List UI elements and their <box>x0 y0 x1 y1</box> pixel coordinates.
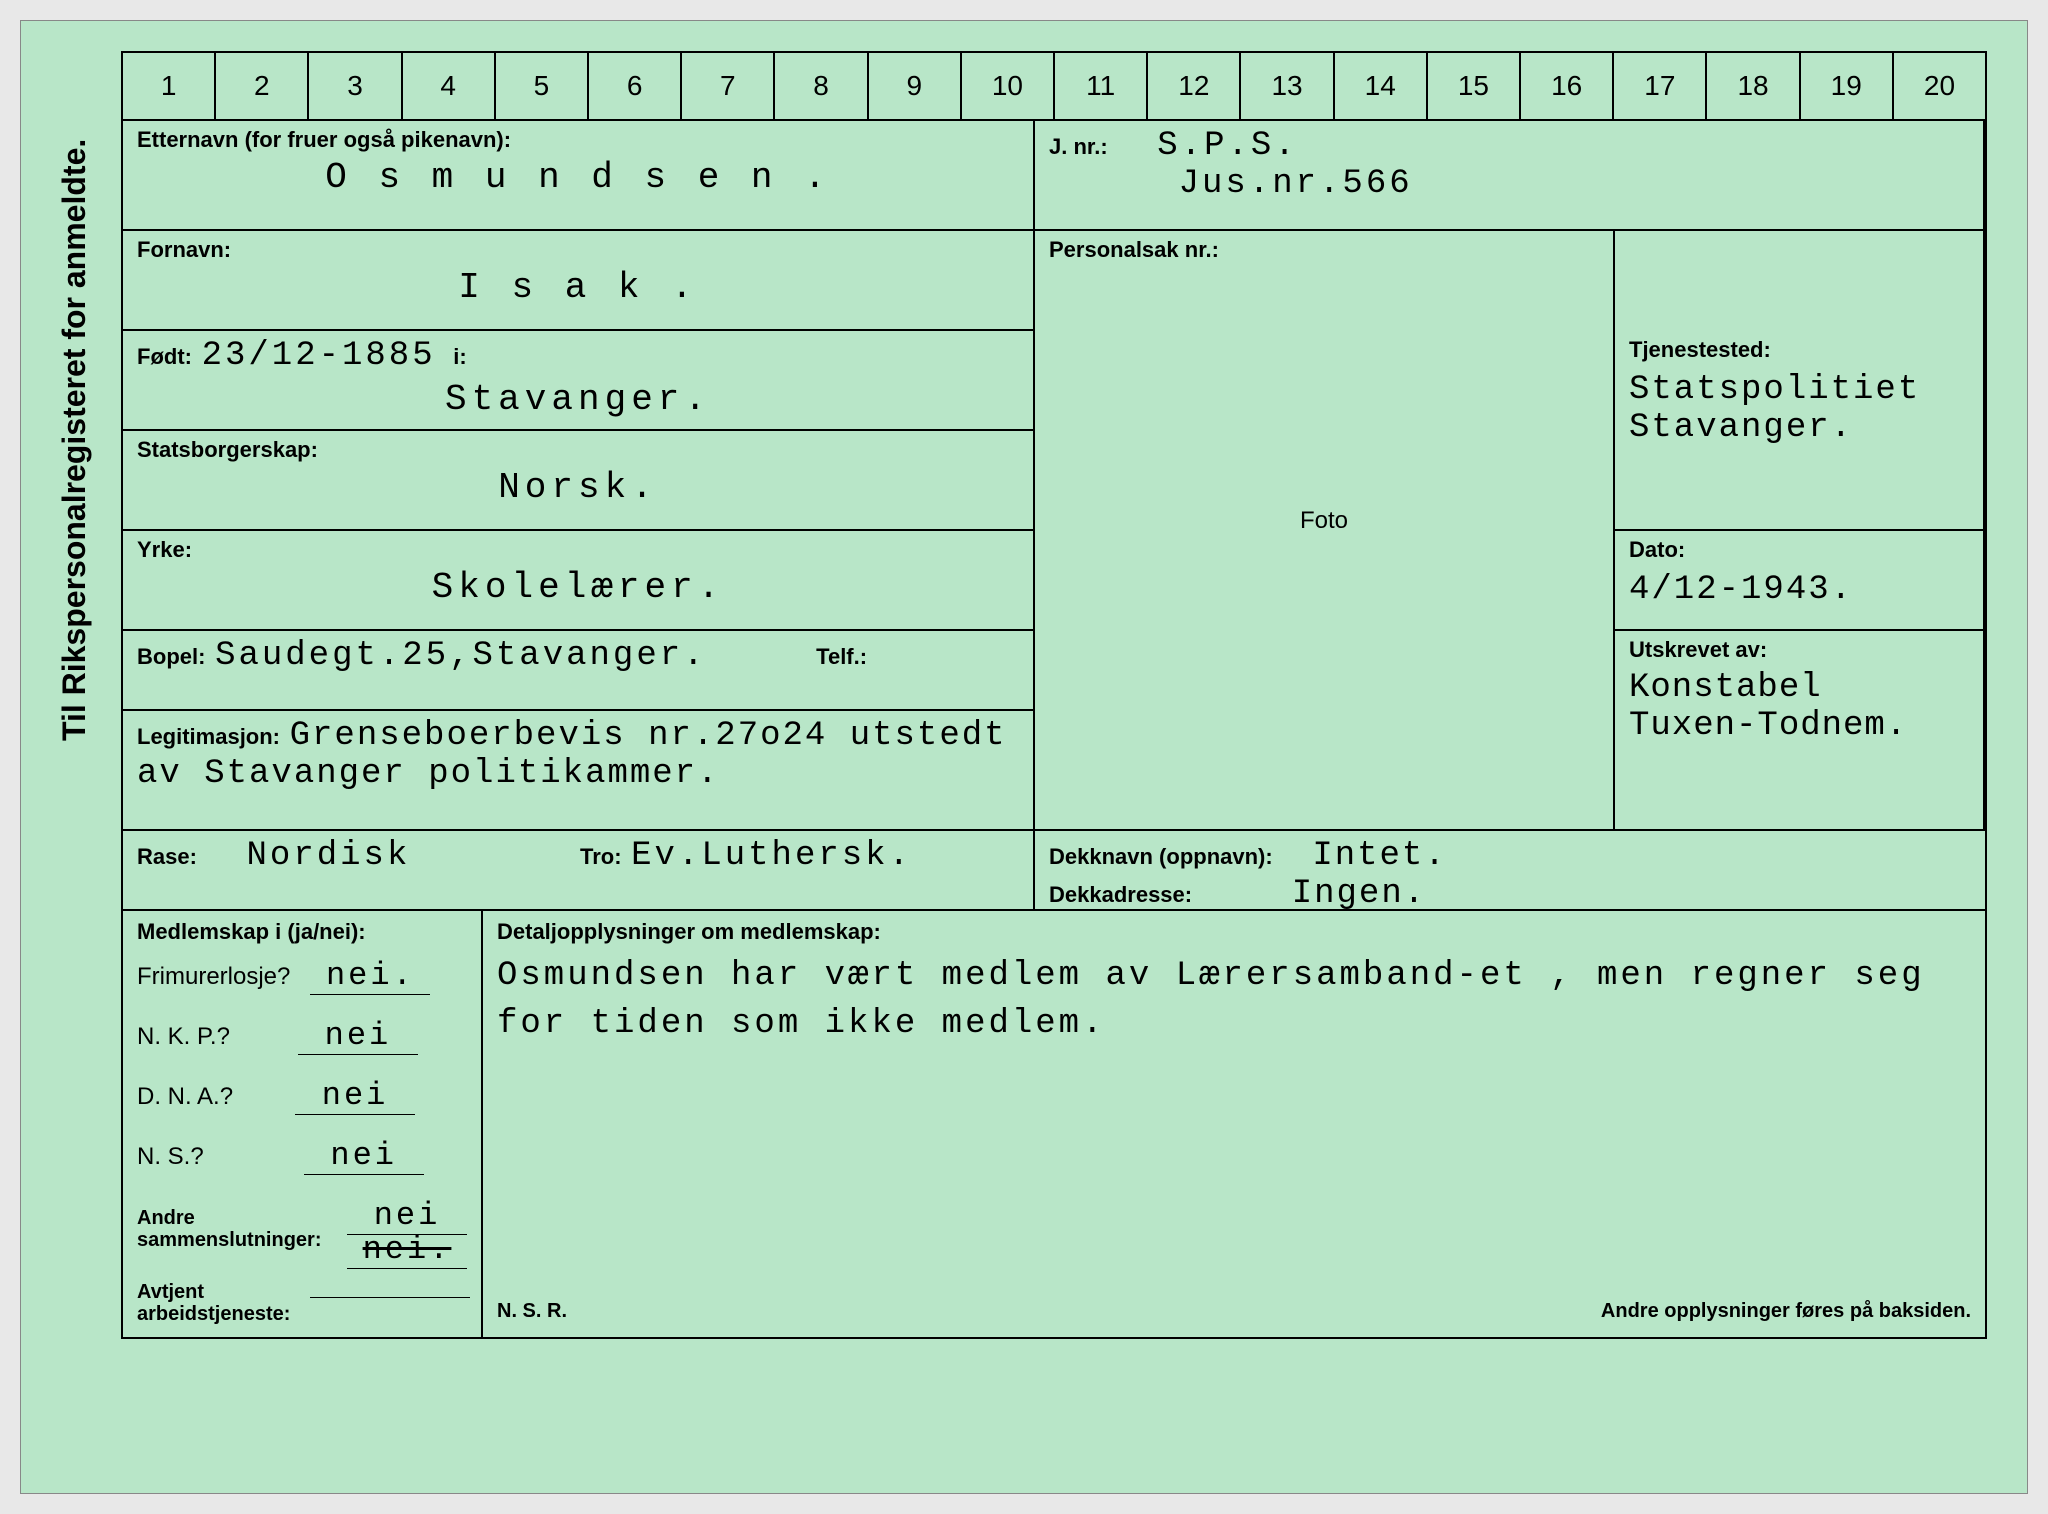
field-jnr: J. nr.: S.P.S. Jus.nr.566 <box>1035 121 1985 231</box>
ruler-cell: 13 <box>1241 53 1334 119</box>
field-yrke: Yrke: Skolelærer. <box>123 531 1035 631</box>
field-fodt: Født: 23/12-1885 i: Stavanger. <box>123 331 1035 431</box>
value-fodt-sted: Stavanger. <box>137 379 1019 420</box>
value-rase: Nordisk <box>247 837 411 875</box>
ruler-cell: 10 <box>962 53 1055 119</box>
value-dekkadresse: Ingen. <box>1292 875 1426 913</box>
label-personalsak: Personalsak nr.: <box>1049 237 1599 263</box>
label-yrke: Yrke: <box>137 537 1019 563</box>
label-fornavn: Fornavn: <box>137 237 1019 263</box>
value-fornavn: I s a k . <box>137 267 1019 308</box>
value-utskrevet: Konstabel Tuxen-Todnem. <box>1629 669 1969 745</box>
label-foto: Foto <box>1049 337 1599 535</box>
value-nkp: nei <box>298 1017 418 1055</box>
ruler-cell: 20 <box>1894 53 1985 119</box>
label-tro: Tro: <box>580 844 622 869</box>
field-rase-tro: Rase: Nordisk Tro: Ev.Luthersk. <box>123 831 1035 911</box>
registry-card: Til Rikspersonalregisteret for anmeldte.… <box>20 20 2028 1494</box>
label-nsr: N. S. R. <box>497 1300 567 1323</box>
label-frimurer: Frimurerlosje? <box>137 963 290 991</box>
label-medlemskap-header: Medlemskap i (ja/nei): <box>137 919 467 945</box>
ruler-cell: 7 <box>682 53 775 119</box>
value-ns: nei <box>304 1137 424 1175</box>
value-andre-samm: nei <box>347 1197 467 1235</box>
ruler-cell: 12 <box>1148 53 1241 119</box>
value-dato: 4/12-1943. <box>1629 571 1969 609</box>
label-legitimasjon: Legitimasjon: <box>137 724 280 749</box>
side-title: Til Rikspersonalregisteret for anmeldte. <box>56 139 93 741</box>
blank-top-right <box>1615 231 1985 331</box>
label-utskrevet: Utskrevet av: <box>1629 637 1969 663</box>
ruler-cell: 17 <box>1614 53 1707 119</box>
label-ns: N. S.? <box>137 1143 204 1171</box>
membership-left: Medlemskap i (ja/nei): Frimurerlosje? ne… <box>123 911 483 1337</box>
value-frimurer: nei. <box>310 957 430 995</box>
field-legitimasjon: Legitimasjon: Grenseboerbevis nr.27o24 u… <box>123 711 1035 831</box>
field-statsborgerskap: Statsborgerskap: Norsk. <box>123 431 1035 531</box>
ruler-cell: 14 <box>1335 53 1428 119</box>
label-jnr: J. nr.: <box>1049 134 1108 159</box>
label-avtjent: Avtjent arbeidstjeneste: <box>137 1281 290 1325</box>
value-andre-samm-struck: nei. <box>347 1231 467 1269</box>
value-fodt-dato: 23/12-1885 <box>202 337 436 375</box>
label-telf: Telf.: <box>816 644 867 669</box>
value-jnr-1: S.P.S. <box>1157 127 1297 165</box>
label-fodt-i: i: <box>453 344 466 369</box>
field-foto: Foto <box>1035 331 1615 831</box>
label-dekknavn: Dekknavn (oppnavn): <box>1049 844 1273 869</box>
ruler-cell: 5 <box>496 53 589 119</box>
ruler-cell: 4 <box>403 53 496 119</box>
ruler-cell: 2 <box>216 53 309 119</box>
value-yrke: Skolelærer. <box>137 567 1019 608</box>
value-tro: Ev.Luthersk. <box>631 837 912 875</box>
value-dna: nei <box>295 1077 415 1115</box>
field-utskrevet: Utskrevet av: Konstabel Tuxen-Todnem. <box>1615 631 1985 831</box>
label-andre-samm: Andre sammenslutninger: <box>137 1207 327 1251</box>
form-grid: Etternavn (for fruer også pikenavn): O s… <box>121 121 1987 911</box>
value-etternavn: O s m u n d s e n . <box>137 157 1019 198</box>
membership-right: Detaljopplysninger om medlemskap: Osmund… <box>483 911 1985 1337</box>
field-dekknavn: Dekknavn (oppnavn): Intet. Dekkadresse: … <box>1035 831 1985 911</box>
label-andre-opp: Andre opplysninger føres på baksiden. <box>1601 1300 1971 1323</box>
field-etternavn: Etternavn (for fruer også pikenavn): O s… <box>123 121 1035 231</box>
ruler-cell: 1 <box>123 53 216 119</box>
label-etternavn: Etternavn (for fruer også pikenavn): <box>137 127 1019 153</box>
ruler-cell: 6 <box>589 53 682 119</box>
label-dna: D. N. A.? <box>137 1083 233 1111</box>
label-nkp: N. K. P.? <box>137 1023 230 1051</box>
membership-section: Medlemskap i (ja/nei): Frimurerlosje? ne… <box>121 911 1987 1339</box>
value-jnr-2: Jus.nr.566 <box>1179 165 1413 203</box>
label-dekkadresse: Dekkadresse: <box>1049 882 1192 907</box>
label-detalj-header: Detaljopplysninger om medlemskap: <box>497 919 1971 945</box>
field-bopel: Bopel: Saudegt.25,Stavanger. Telf.: <box>123 631 1035 711</box>
ruler-cell: 15 <box>1428 53 1521 119</box>
ruler-cell: 3 <box>309 53 402 119</box>
ruler-cell: 8 <box>775 53 868 119</box>
label-bopel: Bopel: <box>137 644 205 669</box>
label-rase: Rase: <box>137 844 197 869</box>
value-tjenestested: Statspolitiet Stavanger. <box>1629 371 1969 447</box>
label-fodt: Født: <box>137 344 192 369</box>
field-dato: Dato: 4/12-1943. <box>1615 531 1985 631</box>
ruler-cell: 19 <box>1801 53 1894 119</box>
label-tjenestested: Tjenestested: <box>1629 337 1969 363</box>
ruler-row: 1 2 3 4 5 6 7 8 9 10 11 12 13 14 15 16 1… <box>121 51 1987 121</box>
value-bopel: Saudegt.25,Stavanger. <box>215 637 706 675</box>
field-personalsak: Personalsak nr.: <box>1035 231 1615 331</box>
ruler-cell: 16 <box>1521 53 1614 119</box>
ruler-cell: 18 <box>1707 53 1800 119</box>
value-dekknavn: Intet. <box>1312 837 1446 875</box>
label-dato: Dato: <box>1629 537 1969 563</box>
ruler-cell: 9 <box>869 53 962 119</box>
value-avtjent <box>310 1297 470 1298</box>
field-fornavn: Fornavn: I s a k . <box>123 231 1035 331</box>
value-detalj-text: Osmundsen har vært medlem av Lærersamban… <box>497 953 1971 1048</box>
ruler-cell: 11 <box>1055 53 1148 119</box>
label-statsborgerskap: Statsborgerskap: <box>137 437 1019 463</box>
field-tjenestested: Tjenestested: Statspolitiet Stavanger. <box>1615 331 1985 531</box>
value-statsborgerskap: Norsk. <box>137 467 1019 508</box>
